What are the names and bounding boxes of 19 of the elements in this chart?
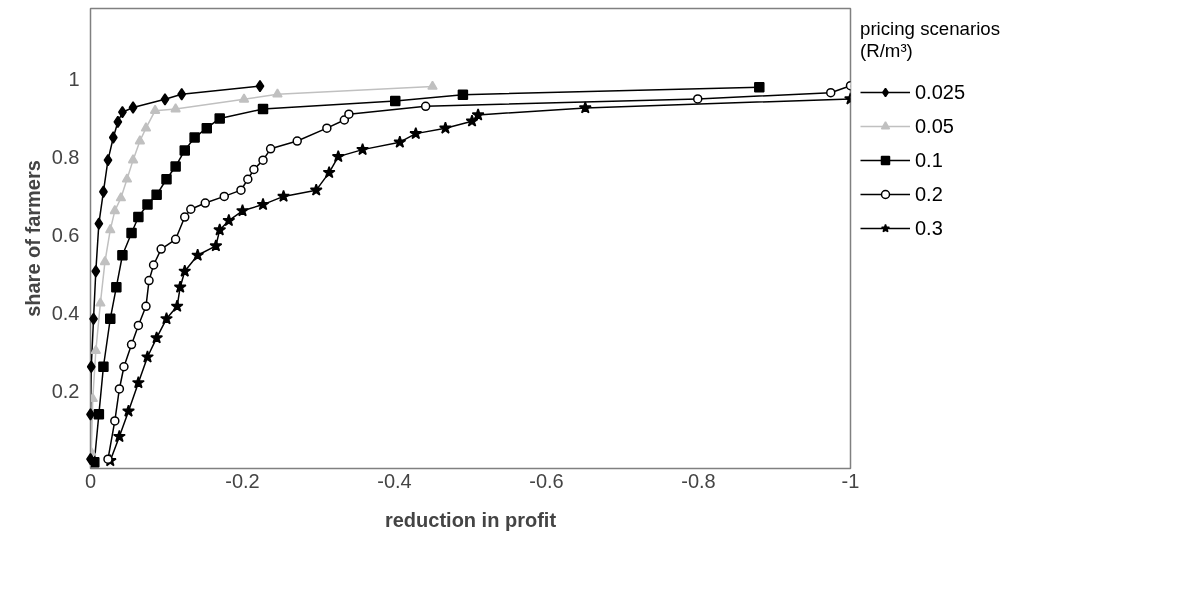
legend-label: 0.2	[915, 181, 943, 207]
legend-label: 0.1	[915, 147, 943, 173]
x-tick-label: -0.6	[529, 469, 564, 492]
y-tick-label: 1	[68, 67, 80, 90]
x-tick-label: 0	[84, 469, 97, 492]
legend-title: pricing scenarios (R/m³)	[860, 18, 1000, 62]
y-tick-label: 0.4	[51, 301, 80, 324]
x-tick-label: -0.8	[681, 469, 716, 492]
legend-label: 0.025	[915, 79, 966, 105]
y-tick-label: 0.2	[51, 379, 80, 402]
x-tick-label: -0.2	[225, 469, 260, 492]
x-axis-title: reduction in profit	[384, 508, 557, 531]
x-tick-label: -1	[841, 469, 860, 492]
legend-label: 0.05	[915, 113, 954, 139]
y-tick-label: 0.6	[51, 223, 80, 246]
y-tick-label: 0.8	[51, 145, 80, 168]
y-axis-title: share of farmers	[21, 160, 44, 317]
x-tick-label: -0.4	[377, 469, 412, 492]
legend-label: 0.3	[915, 215, 943, 241]
